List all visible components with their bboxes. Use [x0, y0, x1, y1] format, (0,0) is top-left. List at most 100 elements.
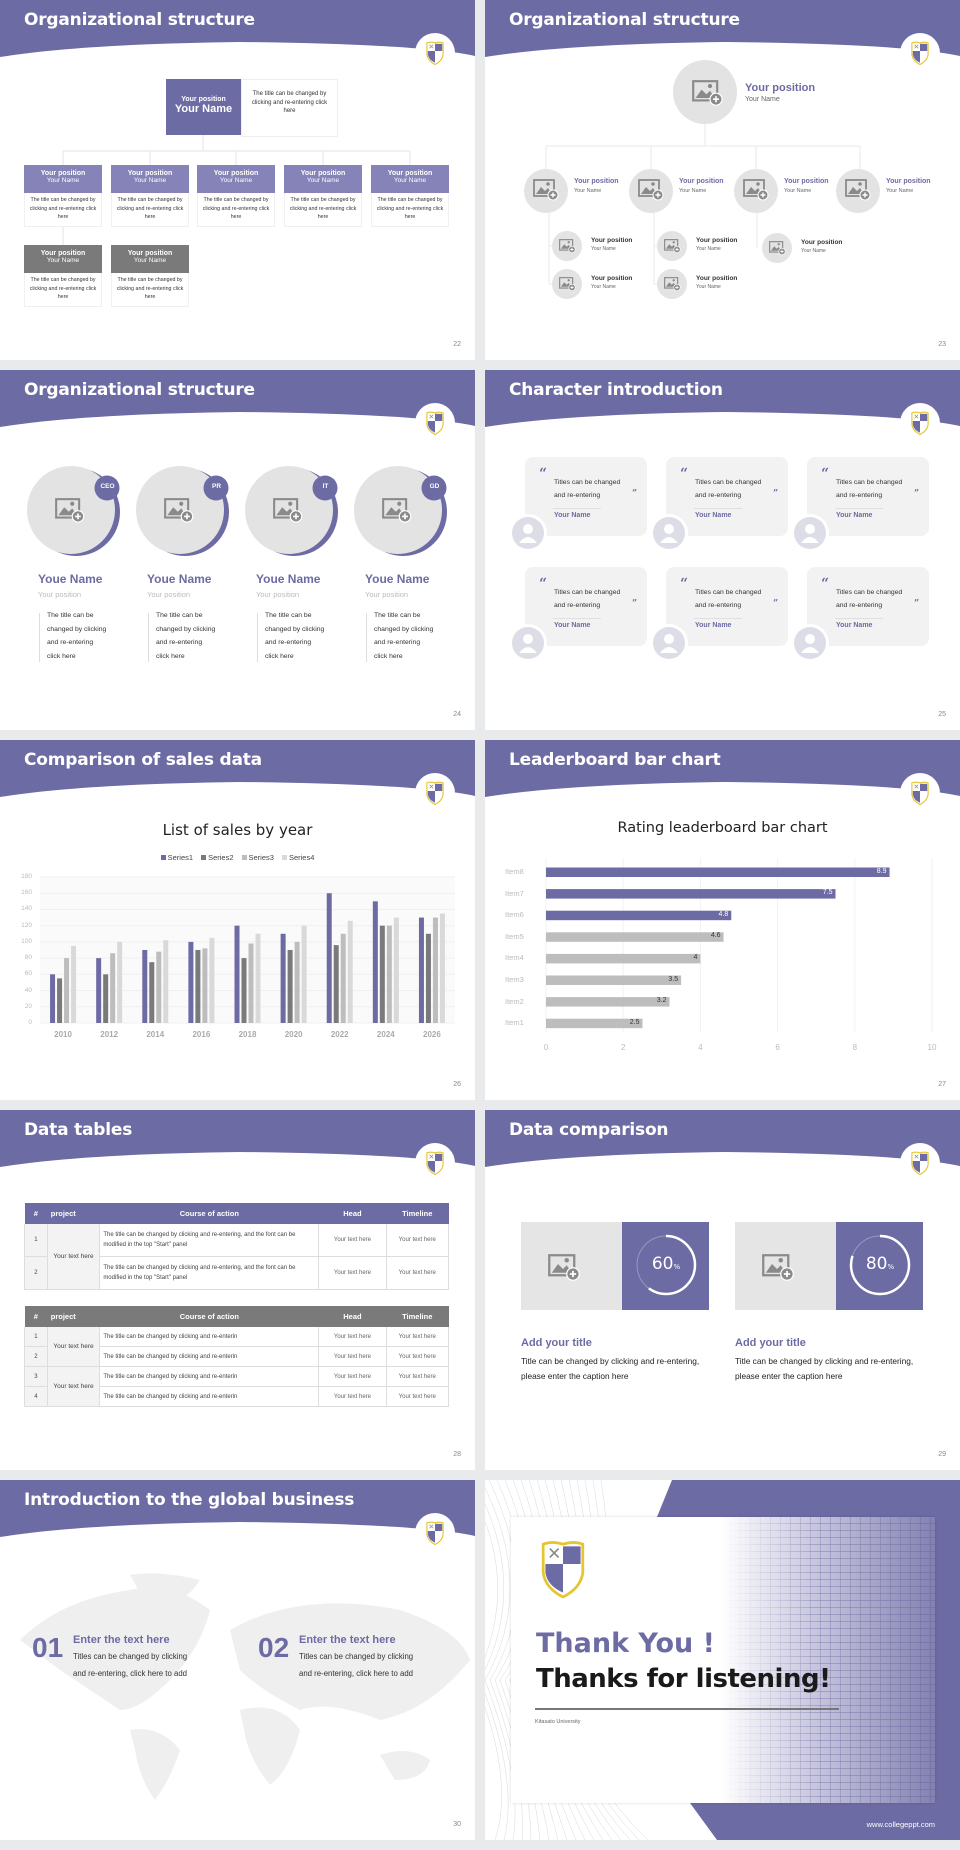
item-caption: Title can be changed by clicking and re-…	[521, 1356, 700, 1381]
member-header: Your position Your Name	[24, 165, 102, 193]
image-placeholder-icon	[692, 80, 723, 106]
slide-title: Leaderboard bar chart	[509, 750, 721, 770]
slide-title: Organizational structure	[24, 10, 255, 30]
y-tick-label: 80	[24, 954, 32, 962]
name-label: Your Name	[219, 177, 253, 184]
testimonial-card[interactable]	[525, 457, 647, 536]
percent-unit: %	[887, 1263, 895, 1271]
testimonial-card[interactable]	[807, 567, 929, 646]
slide-29[interactable]: Data comparison 29 60% Add your title Title …	[485, 1110, 960, 1470]
slide-28[interactable]: Data tables 28 # project Course of action Hea…	[0, 1110, 475, 1470]
member-description: The title can be changed by clicking and…	[284, 193, 362, 227]
data-label: 4.6	[710, 932, 721, 940]
position-label: Your position	[801, 239, 843, 246]
item-title: Add your title	[521, 1337, 592, 1349]
x-tick-label: 2018	[238, 1030, 257, 1039]
name-label: Your Name	[393, 177, 427, 184]
member-description: The title can be changed by clicking and…	[24, 193, 102, 227]
slide-23[interactable]: Organizational structure 23 Your position Y…	[485, 0, 960, 360]
university-crest-icon	[911, 1151, 929, 1176]
bar-Series1-2012	[96, 958, 102, 1023]
member-box[interactable]: Your position Your Name The title can be c…	[24, 165, 102, 227]
avatar-placeholder	[552, 231, 582, 261]
slide-31[interactable]: Thank You ! Thanks for listening! Kitasato…	[485, 1480, 960, 1840]
slide-30[interactable]: Introduction to the global business 30 01 E…	[0, 1480, 475, 1840]
member-box[interactable]: Your position Your Name The title can be c…	[111, 245, 189, 307]
chart-title: Rating leaderboard bar chart	[617, 820, 828, 836]
desc-rule	[39, 613, 40, 662]
name-label: Your Name	[784, 188, 812, 194]
member-box[interactable]: Your position Your Name The title can be c…	[111, 165, 189, 227]
role-badge-label: PR	[211, 483, 222, 490]
testimonial-card[interactable]	[525, 567, 647, 646]
item-number: 01	[32, 1632, 64, 1663]
bar-Series1-2016	[188, 941, 194, 1023]
member-box[interactable]: Your position Your Name The title can be c…	[24, 245, 102, 307]
slide-25[interactable]: Character introduction 25 “ Titles can be c…	[485, 370, 960, 730]
name-label: Your Name	[745, 96, 780, 103]
x-tick-label: 2	[620, 1043, 626, 1052]
testimonial-card[interactable]	[807, 457, 929, 536]
header-band	[0, 0, 475, 73]
slide-24[interactable]: Organizational structure 24 CEO Youe Name Yo…	[0, 370, 475, 730]
y-tick-label: 0	[28, 1019, 32, 1026]
bar-Item1	[546, 1018, 643, 1029]
role-badge	[421, 475, 447, 501]
bar-Series1-2010	[50, 974, 56, 1023]
bar-Series3-2024	[386, 925, 392, 1023]
member-description: The title can be changed by clicking and…	[371, 193, 449, 227]
page-number: 26	[453, 1081, 461, 1088]
plot-background	[40, 877, 455, 1023]
member-box[interactable]: Your position Your Name The title can be c…	[371, 165, 449, 227]
role-badge	[312, 475, 338, 501]
image-placeholder[interactable]	[521, 1222, 622, 1310]
slide-26[interactable]: Comparison of sales data 26 List of sales …	[0, 740, 475, 1100]
x-tick-label: 2026	[423, 1030, 441, 1039]
bar-Item4	[546, 953, 701, 964]
category-label: Item8	[505, 867, 524, 876]
data-label: 7.5	[822, 889, 833, 897]
person-description: and re-entering	[374, 639, 421, 647]
close-quote: ”	[914, 599, 920, 609]
close-quote: ”	[773, 489, 779, 499]
member-box[interactable]: Your position Your Name The title can be c…	[284, 165, 362, 227]
name-label: Your Name	[174, 103, 233, 115]
testimonial-card[interactable]	[666, 567, 788, 646]
top-position-box[interactable]: Your position Your Name	[166, 79, 241, 135]
slide-27[interactable]: Leaderboard bar chart 27 Rating leaderboar…	[485, 740, 960, 1100]
slide-title: Data comparison	[509, 1120, 669, 1140]
bar-Series2-2012	[103, 974, 109, 1023]
position-label: Your position	[127, 170, 173, 177]
legend-item: Series3	[241, 853, 274, 862]
page-number: 22	[453, 341, 461, 348]
avatar-placeholder	[552, 269, 582, 299]
slide-22[interactable]: Organizational structure 22 Your position Y…	[0, 0, 475, 360]
image-placeholder[interactable]	[735, 1222, 836, 1310]
timeline-cell: Your text here	[385, 1386, 449, 1407]
position-label: Your position	[127, 250, 173, 257]
bar-Series2-2014	[149, 962, 155, 1023]
action-cell: The title can be changed by clicking and…	[99, 1366, 320, 1387]
member-box[interactable]: Your position Your Name The title can be c…	[197, 165, 275, 227]
bar-Series2-2026	[425, 933, 431, 1023]
data-label: 4	[693, 953, 698, 961]
position-label: Your position	[679, 178, 724, 185]
item-line: Titles can be changed by clicking	[73, 1652, 188, 1661]
x-tick-label: 2016	[192, 1030, 211, 1039]
role-badge-label: IT	[322, 483, 329, 490]
desc-rule	[257, 613, 258, 662]
table-header-row: # project Course of action Head Timeline	[24, 1305, 449, 1327]
bar-Item2	[546, 997, 670, 1007]
card-name: Your Name	[554, 622, 591, 629]
item-title: Add your title	[735, 1337, 806, 1349]
user-avatar-icon	[512, 627, 544, 659]
image-placeholder-icon	[664, 239, 681, 253]
person-position: Your position	[256, 590, 300, 599]
bar-Series4-2026	[439, 913, 445, 1023]
member-header: Your position Your Name	[24, 245, 102, 273]
row-number: 4	[24, 1386, 48, 1407]
x-tick-label: 2014	[146, 1030, 165, 1039]
legend-item: Series4	[281, 853, 314, 862]
person-description: changed by clicking	[47, 625, 107, 633]
testimonial-card[interactable]	[666, 457, 788, 536]
